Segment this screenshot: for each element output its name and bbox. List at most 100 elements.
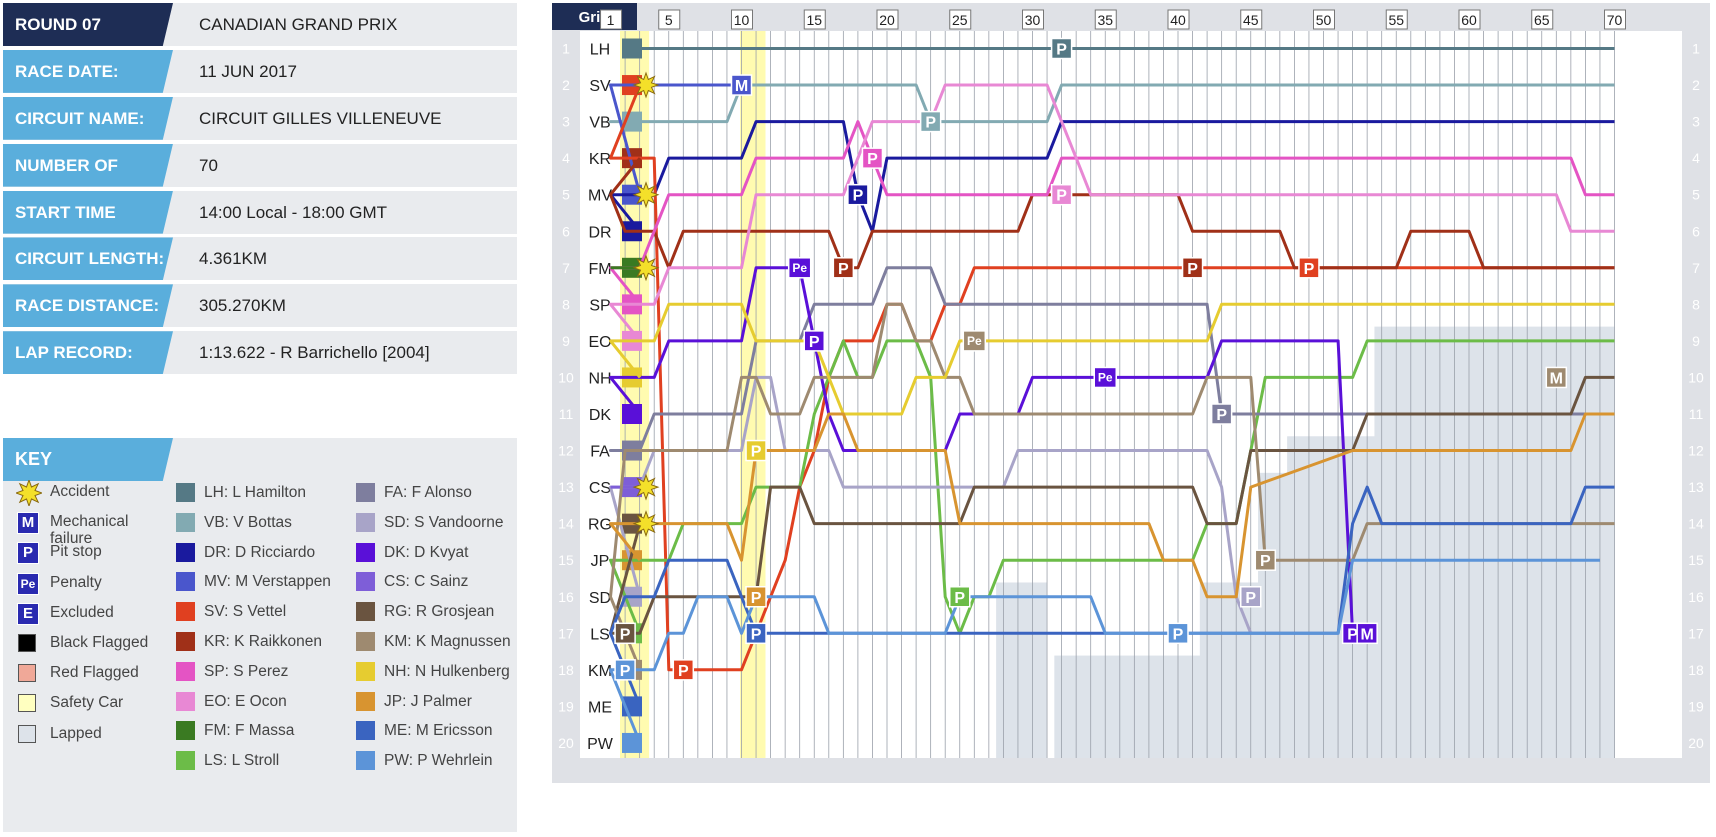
grid-driver-code: LS xyxy=(590,626,610,643)
driver-color-swatch xyxy=(356,632,375,651)
lap-tick-label: 40 xyxy=(1170,12,1186,28)
grid-driver-code: MV xyxy=(588,188,612,205)
grid-header-bg xyxy=(552,3,637,30)
position-label-left: 2 xyxy=(562,77,570,93)
lap-tick-label: 65 xyxy=(1534,12,1550,28)
race-info-panel: ROUND 07 CANADIAN GRAND PRIX RACE DATE: 11 … xyxy=(3,3,517,378)
mechanical-failure-icon xyxy=(730,74,753,96)
driver-color-swatch xyxy=(176,483,195,502)
info-label: RACE DISTANCE: xyxy=(3,284,173,328)
info-row: ROUND 07 CANADIAN GRAND PRIX xyxy=(3,3,517,46)
lap-tick-label: 35 xyxy=(1097,12,1113,28)
position-label-left: 4 xyxy=(562,150,570,166)
key-panel: KEY Accident M Mechanical failure P Pit stop… xyxy=(3,438,517,832)
lap-tick-label: 5 xyxy=(665,12,673,28)
lap-tick-label: 55 xyxy=(1388,12,1404,28)
info-label: CIRCUIT LENGTH: xyxy=(3,237,173,281)
position-label-right: 5 xyxy=(1692,187,1700,203)
position-label-right: 8 xyxy=(1692,296,1700,312)
driver-color-swatch xyxy=(176,542,195,562)
lap-tick-label: 20 xyxy=(879,12,895,28)
event-label: P xyxy=(925,115,936,132)
pit-stop-icon xyxy=(1254,549,1277,571)
lap-tick-box xyxy=(949,9,972,30)
position-label-right: 14 xyxy=(1688,516,1704,532)
driver-color-swatch xyxy=(356,721,375,741)
driver-color-swatch xyxy=(176,661,195,681)
lap-tick-label: 25 xyxy=(952,12,968,28)
info-row: RACE DATE: 11 JUN 2017 xyxy=(3,49,517,93)
pit-stop-icon xyxy=(614,659,636,681)
driver-key-label: CS: C Sainz xyxy=(384,573,469,591)
key-symbol-label: Penalty xyxy=(50,573,102,591)
info-label: CIRCUIT NAME: xyxy=(3,96,173,140)
position-label-left: 18 xyxy=(558,662,574,678)
driver-key-label: JP: J Palmer xyxy=(384,692,472,710)
lap-tick-box xyxy=(1458,9,1481,30)
event-label: P xyxy=(1347,626,1358,643)
grid-driver-code: DR xyxy=(588,224,611,241)
lap-tick-box xyxy=(1240,9,1263,30)
event-label: P xyxy=(853,188,864,205)
info-label: NUMBER OF LAPS: xyxy=(3,143,173,187)
key-symbol-label: Pit stop xyxy=(50,543,102,561)
series-line-km xyxy=(609,302,1615,671)
series-line-sp xyxy=(609,120,1615,306)
position-label-right: 1 xyxy=(1692,41,1700,57)
event-label: Pe xyxy=(967,334,982,348)
driver-key-label: RG: R Grosjean xyxy=(384,603,495,621)
event-label: P xyxy=(1173,626,1184,643)
position-label-right: 11 xyxy=(1689,406,1704,422)
event-label: P xyxy=(1216,407,1227,424)
event-label: P xyxy=(1245,590,1256,607)
position-label-left: 1 xyxy=(562,41,570,57)
key-symbol-label: Excluded xyxy=(50,603,114,621)
driver-key-label: DR: D Ricciardo xyxy=(204,543,316,561)
grid-driver-code: NH xyxy=(588,370,611,387)
penalty-icon xyxy=(787,257,812,279)
position-label-right: 10 xyxy=(1688,369,1704,385)
grid-driver-code: SV xyxy=(589,78,611,95)
driver-key-label: SV: S Vettel xyxy=(204,603,287,621)
driver-key-label: ME: M Ericsson xyxy=(384,722,493,740)
lap-tick-label: 60 xyxy=(1461,12,1477,28)
driver-key-label: SP: S Perez xyxy=(204,662,289,680)
accident-icon xyxy=(632,71,660,99)
event-label: P xyxy=(678,663,689,680)
info-label: ROUND 07 xyxy=(3,3,173,46)
series-line-rg xyxy=(609,375,1615,635)
info-row: NUMBER OF LAPS: 70 xyxy=(3,143,517,187)
event-label: M xyxy=(735,78,748,95)
driver-key-label: KM: K Magnussen xyxy=(384,633,511,650)
driver-color-swatch xyxy=(176,691,195,711)
key-symbol-label: Red Flagged xyxy=(50,664,139,682)
position-label-left: 6 xyxy=(562,223,570,239)
position-label-left: 15 xyxy=(558,552,574,568)
position-label-right: 9 xyxy=(1692,333,1700,349)
driver-color-swatch xyxy=(356,602,375,622)
position-label-left: 13 xyxy=(558,479,574,495)
pit-stop-icon xyxy=(672,659,695,681)
event-label: P xyxy=(1304,261,1315,278)
position-label-left: 10 xyxy=(558,369,574,385)
penalty-icon: Pe xyxy=(17,572,39,595)
event-label: P xyxy=(1056,42,1067,59)
accident-icon xyxy=(632,473,660,501)
driver-color-swatch xyxy=(176,721,195,741)
driver-key-label: FM: F Massa xyxy=(204,722,295,740)
key-symbol-label: Lapped xyxy=(50,724,102,742)
position-label-left: 19 xyxy=(558,698,574,714)
position-label-left: 14 xyxy=(558,516,574,532)
info-label: LAP RECORD: xyxy=(3,331,173,375)
key-symbol-label: Black Flagged xyxy=(50,634,149,651)
driver-key-label: NH: N Hulkenberg xyxy=(384,662,510,680)
pit-stop-icon xyxy=(847,183,869,206)
lap-tick-label: 50 xyxy=(1316,12,1332,28)
driver-key-label: SD: S Vandoorne xyxy=(384,513,504,531)
driver-key-label: KR: K Raikkonen xyxy=(204,633,323,650)
driver-key-label: FA: F Alonso xyxy=(384,484,472,501)
lap-tick-label: 70 xyxy=(1607,12,1623,28)
pit-stop-icon xyxy=(1050,183,1073,206)
driver-color-swatch xyxy=(356,691,375,711)
info-label: START TIME xyxy=(3,190,173,234)
